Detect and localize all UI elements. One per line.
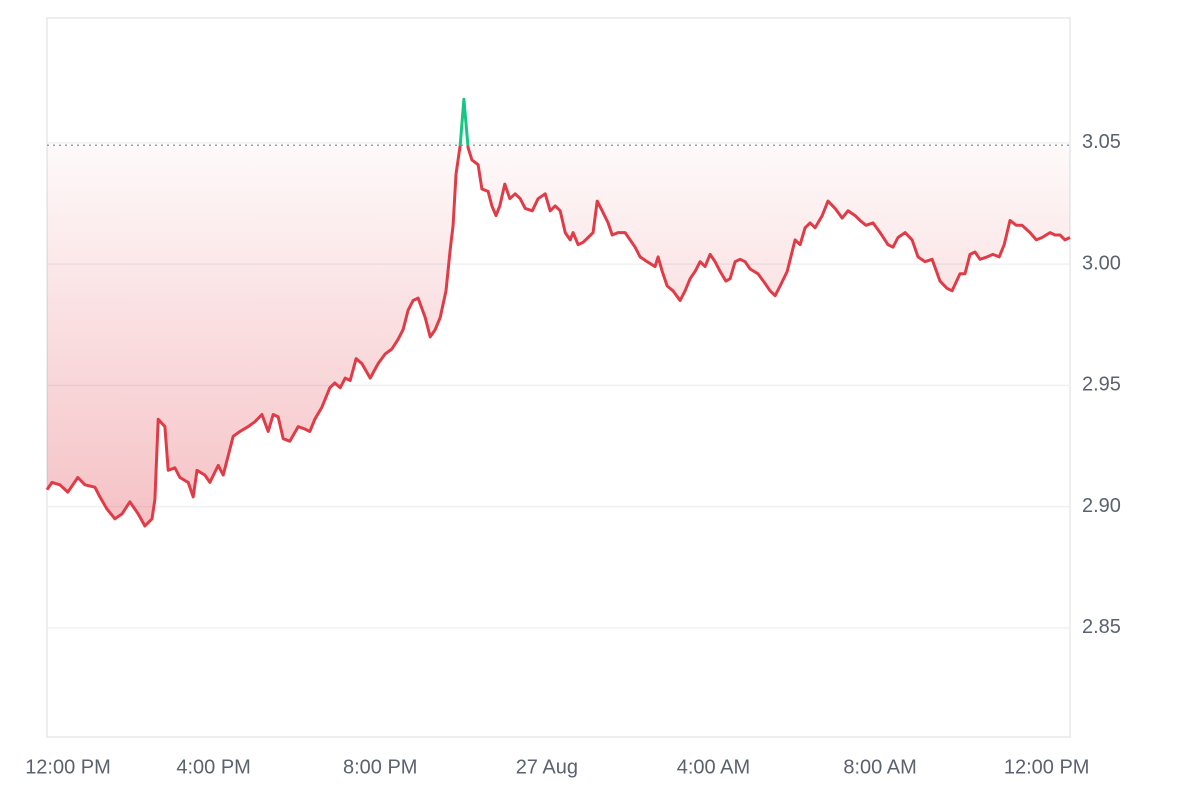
x-tick-label: 12:00 PM: [25, 756, 111, 778]
x-tick-label: 8:00 PM: [343, 756, 417, 778]
y-tick-label: 2.85: [1082, 616, 1121, 638]
y-tick-label: 2.90: [1082, 495, 1121, 517]
y-tick-label: 2.95: [1082, 374, 1121, 396]
x-tick-label: 8:00 AM: [843, 756, 916, 778]
x-tick-label: 4:00 PM: [176, 756, 250, 778]
y-tick-label: 3.00: [1082, 252, 1121, 274]
price-line: [45, 145, 1071, 528]
x-tick-label: 27 Aug: [516, 756, 578, 778]
y-tick-label: 3.05: [1082, 131, 1121, 153]
area-fill: [47, 145, 1070, 526]
x-tick-label: 4:00 AM: [677, 756, 750, 778]
x-tick-label: 12:00 PM: [1004, 756, 1090, 778]
